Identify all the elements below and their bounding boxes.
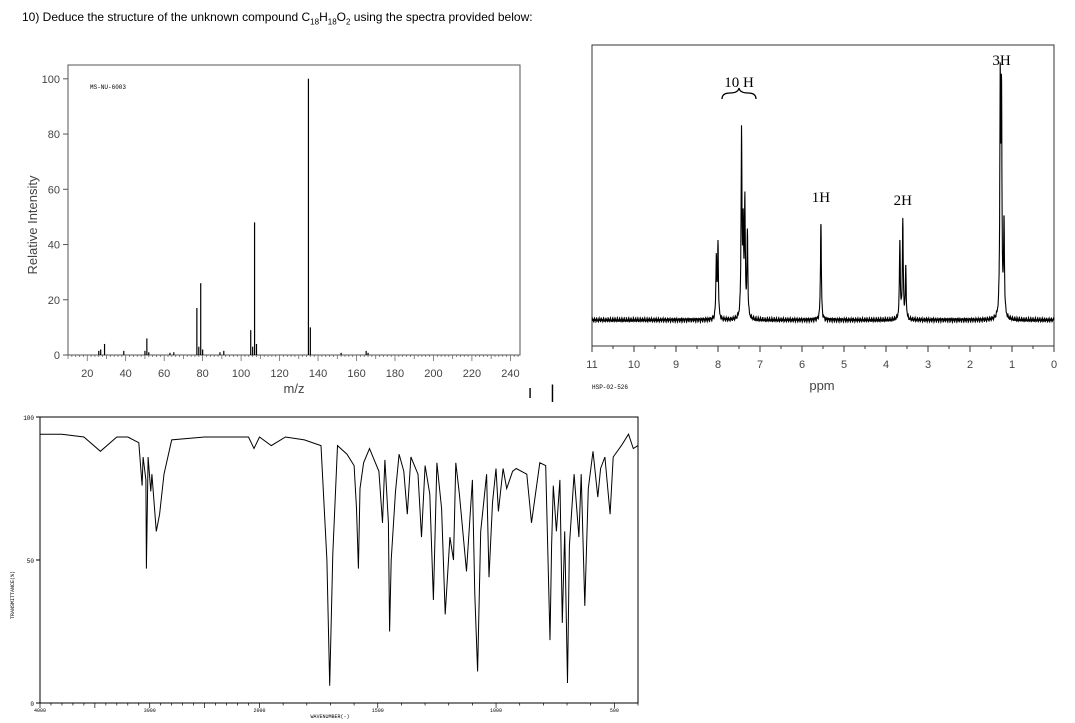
ms-xtick-label: 240 (501, 368, 519, 380)
ms-ytick-label: 80 (48, 129, 60, 141)
ms-ytick-label: 0 (54, 350, 60, 362)
ir-xtick-label: 4000 (34, 708, 46, 714)
ms-xtick-label: 100 (232, 368, 250, 380)
ms-xtick-label: 200 (424, 368, 442, 380)
ir-xlabel: WAVENUMBER(-) (310, 714, 349, 720)
ms-xtick-label: 180 (386, 368, 404, 380)
nmr-integration-label: 2H (894, 193, 913, 209)
ms-peaks (98, 78, 369, 355)
nmr-xtick-label: 11 (586, 359, 597, 371)
ms-ytick-label: 20 (48, 295, 60, 307)
ms-x-axis: 20 40 60 80 100 120 140 160 180 200 220 240 (67, 355, 520, 380)
ir-xtick-label: 3000 (144, 708, 156, 714)
nmr-code: HSP-02-526 (592, 384, 628, 391)
nmr-integration-label: 1H (812, 190, 831, 206)
ms-xtick-label: 40 (120, 368, 132, 380)
ms-xtick-label: 140 (309, 368, 327, 380)
nmr-trace (591, 62, 1055, 325)
nmr-xtick-label: 8 (715, 359, 721, 371)
ir-trace (40, 433, 639, 686)
ir-x-axis: 4000 3000 2000 1500 1000 500 (34, 703, 639, 714)
ir-y-axis: 0 50 100 (23, 415, 40, 708)
nmr-xtick-label: 2 (967, 359, 973, 371)
nmr-xtick-label: 1 (1009, 359, 1015, 371)
ir-ytick-label: 100 (23, 415, 34, 422)
nmr-xtick-label: 9 (673, 359, 679, 371)
ir-xtick-label: 2000 (253, 708, 265, 714)
ms-xtick-label: 60 (158, 368, 170, 380)
separator-mark-2: | (550, 382, 555, 402)
question-text: 10) Deduce the structure of the unknown … (22, 10, 533, 27)
ms-code: MS-NU-6003 (90, 84, 126, 91)
ms-ytick-label: 100 (42, 74, 60, 86)
ms-xtick-label: 20 (81, 368, 93, 380)
nmr-xtick-label: 7 (757, 359, 763, 371)
nmr-x-axis: 11 10 9 8 7 6 5 4 3 2 1 0 (586, 346, 1057, 371)
nmr-xtick-label: 0 (1051, 359, 1057, 371)
ir-spectrum-chart: TRANSMITTANCE(%) 0 50 100 4000 3000 2000 1500… (10, 415, 639, 720)
nmr-xlabel: ppm (809, 378, 834, 393)
nmr-xtick-label: 6 (799, 359, 805, 371)
ms-ylabel: Relative Intensity (25, 175, 40, 274)
ir-xtick-label: 1500 (372, 708, 384, 714)
nmr-integration-label: 10 H (724, 75, 754, 91)
nmr-xtick-label: 10 (628, 359, 640, 371)
ms-xtick-label: 160 (347, 368, 365, 380)
nmr-integration-label: 3H (992, 53, 1011, 69)
mass-spectrum-chart: Relative Intensity MS-NU-6003 0 20 40 60 80 1… (25, 64, 521, 396)
nmr-integrations: 10 H 1H 2H 3H (721, 53, 1011, 209)
ms-frame (67, 64, 521, 356)
ms-ytick-label: 60 (48, 184, 60, 196)
ir-xtick-label: 1000 (490, 708, 502, 714)
ms-xlabel: m/z (284, 381, 305, 396)
separator-marks: I | (528, 382, 555, 403)
ms-y-axis: 0 20 40 60 80 100 (42, 74, 68, 362)
nmr-xtick-label: 4 (883, 359, 889, 371)
nmr-xtick-label: 5 (841, 359, 847, 371)
ir-ytick-label: 0 (30, 701, 34, 708)
nmr-brace (721, 87, 757, 100)
nmr-xtick-label: 3 (925, 359, 931, 371)
ms-ytick-label: 40 (48, 240, 60, 252)
ms-xtick-label: 80 (197, 368, 209, 380)
ir-ytick-label: 50 (27, 558, 35, 565)
separator-mark-1: I (528, 385, 533, 402)
ir-xtick-label: 500 (610, 708, 619, 714)
ms-xtick-label: 120 (270, 368, 288, 380)
ir-ylabel: TRANSMITTANCE(%) (10, 571, 16, 619)
ms-xtick-label: 220 (463, 368, 481, 380)
